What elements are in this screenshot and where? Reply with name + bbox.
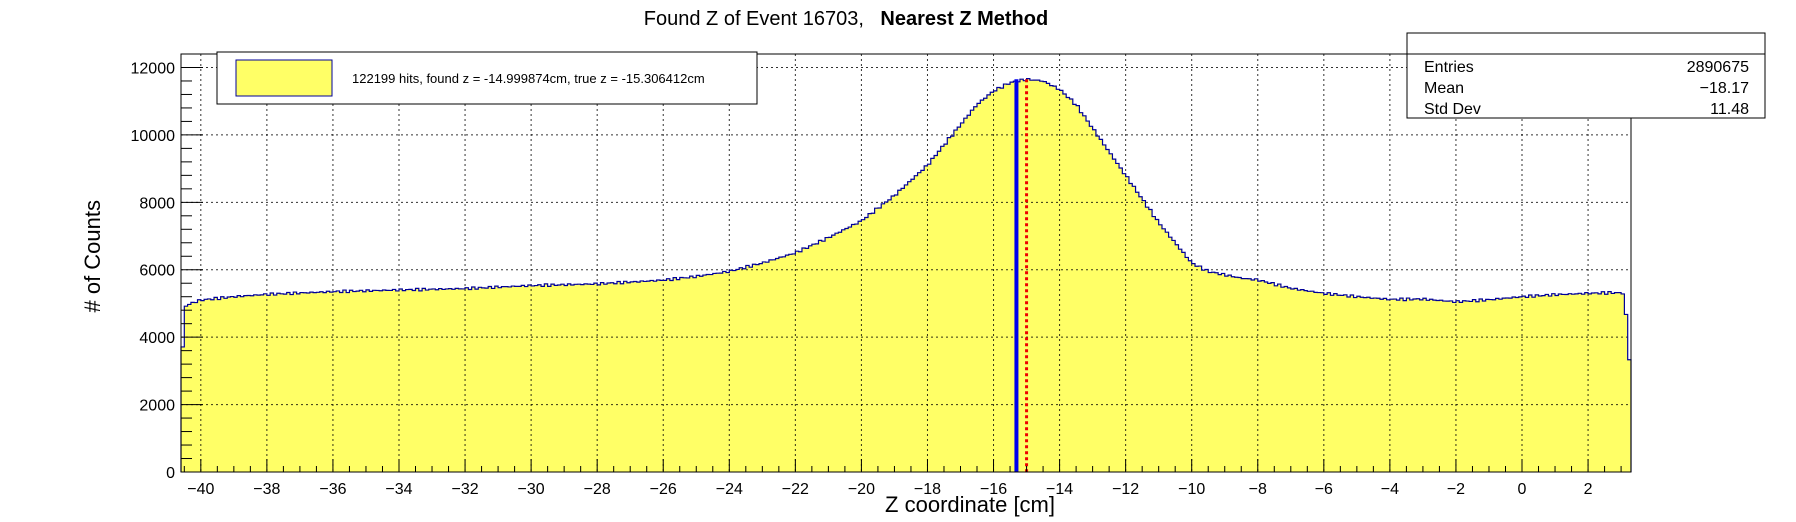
x-tick-label: −6 [1315, 481, 1333, 498]
x-tick-label: 0 [1518, 481, 1527, 498]
x-tick-label: −28 [584, 481, 611, 498]
y-tick-label: 12000 [131, 60, 176, 77]
marker-lines [1014, 79, 1029, 472]
axis-tick-labels: −40 −38 −36 −34 −32 −30 −28 −26 −24 −22 −20 −18 −16−… [131, 60, 1593, 498]
plot-frame [180, 53, 1632, 473]
histogram-outline [180, 78, 1632, 472]
x-tick-label: −38 [253, 481, 280, 498]
stats-entries-value: 2890675 [1687, 59, 1749, 76]
stats-frame [1406, 32, 1766, 119]
y-tick-label: 8000 [139, 195, 175, 212]
x-tick-label: −22 [782, 481, 809, 498]
stats-stddev-value: 11.48 [1710, 101, 1749, 118]
x-tick-label: −14 [1046, 481, 1073, 498]
x-tick-label: −32 [451, 481, 478, 498]
x-tick-label: −10 [1178, 481, 1205, 498]
x-tick-label: 2 [1584, 481, 1593, 498]
chart-title-bold: Nearest Z Method [880, 8, 1048, 30]
x-tick-label: −24 [716, 481, 743, 498]
x-tick-label: −4 [1381, 481, 1399, 498]
x-tick-label: −30 [518, 481, 545, 498]
legend-swatch [235, 59, 333, 97]
y-tick-label: 6000 [139, 263, 175, 280]
y-tick-label: 2000 [139, 398, 175, 415]
x-tick-label: −40 [187, 481, 214, 498]
axis-ticks [181, 66, 1622, 473]
x-tick-label: −12 [1112, 481, 1139, 498]
y-tick-label: 0 [166, 465, 175, 482]
x-tick-label: −34 [385, 481, 412, 498]
stats-mean-label: Mean [1424, 80, 1464, 97]
x-axis-title: Z coordinate [cm] [885, 492, 1055, 517]
x-tick-label: −26 [650, 481, 677, 498]
chart-title-main: Found Z of Event 16703, [644, 8, 864, 30]
x-tick-label: −2 [1447, 481, 1465, 498]
stats-mean-value: −18.17 [1700, 80, 1749, 97]
legend-label: 122199 hits, found z = -14.999874cm, tru… [352, 71, 705, 86]
chart-title: Found Z of Event 16703, Nearest Z Method [644, 8, 1048, 30]
stats-entries-label: Entries [1424, 59, 1474, 76]
x-tick-label: −18 [914, 481, 941, 498]
y-tick-label: 10000 [131, 128, 176, 145]
y-axis-title: # of Counts [80, 200, 105, 313]
x-tick-label: −36 [319, 481, 346, 498]
x-tick-label: −16 [980, 481, 1007, 498]
legend-box: 122199 hits, found z = -14.999874cm, tru… [216, 51, 758, 105]
stats-box: Entries 2890675 Mean −18.17 Std Dev 11.4… [1406, 32, 1766, 119]
x-tick-label: −8 [1249, 481, 1267, 498]
x-tick-label: −20 [848, 481, 875, 498]
y-tick-label: 4000 [139, 330, 175, 347]
histogram-fill [181, 78, 1631, 473]
stats-stddev-label: Std Dev [1424, 101, 1481, 118]
